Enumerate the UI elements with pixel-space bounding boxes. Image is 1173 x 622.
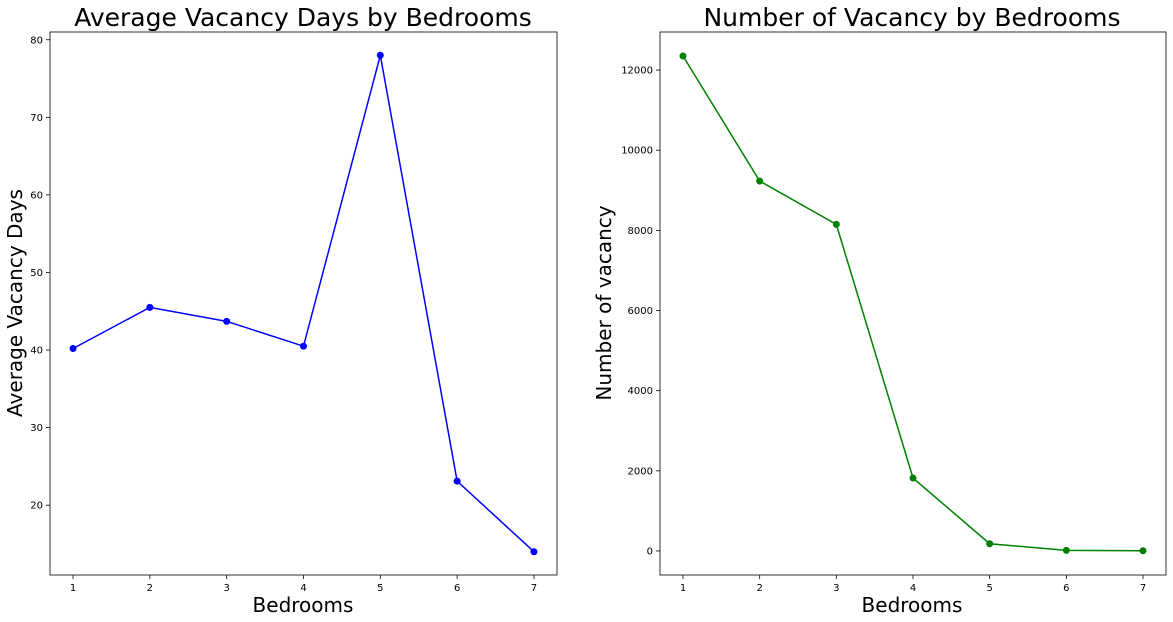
data-point	[300, 342, 307, 350]
x-tick-label: 1	[680, 583, 686, 594]
y-tick-label: 2000	[628, 466, 653, 477]
chart-title: Number of Vacancy by Bedrooms	[703, 3, 1120, 32]
data-point	[1139, 547, 1147, 555]
x-tick-label: 6	[454, 583, 460, 594]
y-axis-label: Average Vacancy Days	[3, 189, 27, 417]
vacancy-count-chart: Number of Vacancy by Bedrooms Bedrooms N…	[592, 3, 1167, 617]
y-tick-label: 60	[30, 190, 43, 201]
y-tick-label: 30	[30, 423, 43, 434]
x-axis-label: Bedrooms	[253, 593, 354, 617]
x-tick-label: 5	[986, 583, 992, 594]
data-point	[909, 474, 917, 482]
vacancy-days-chart: Average Vacancy Days by Bedrooms Bedroom…	[3, 3, 558, 617]
x-tick-label: 5	[377, 583, 383, 594]
y-tick-label: 50	[30, 268, 43, 279]
x-tick-label: 6	[1063, 583, 1069, 594]
y-tick-label: 12000	[621, 66, 653, 77]
x-tick-label: 3	[223, 583, 229, 594]
x-tick-label: 7	[531, 583, 537, 594]
x-tick-label: 4	[910, 583, 916, 594]
x-tick-label: 7	[1140, 583, 1146, 594]
data-point	[69, 344, 77, 352]
y-tick-label: 20	[30, 501, 43, 512]
y-tick-label: 6000	[628, 306, 653, 317]
data-point	[679, 52, 687, 60]
data-point	[146, 303, 154, 311]
data-point	[530, 548, 538, 556]
x-tick-label: 2	[756, 583, 762, 594]
y-tick-label: 80	[30, 35, 43, 46]
x-tick-label: 4	[300, 583, 306, 594]
y-axis-label: Number of vacancy	[592, 205, 616, 400]
data-point	[223, 317, 231, 325]
x-tick-label: 3	[833, 583, 839, 594]
data-point	[756, 177, 764, 185]
y-tick-label: 0	[647, 546, 653, 557]
data-point	[1062, 546, 1070, 554]
chart-title: Average Vacancy Days by Bedrooms	[74, 3, 532, 32]
data-point	[376, 51, 384, 59]
y-tick-label: 4000	[628, 386, 653, 397]
y-tick-label: 40	[30, 346, 43, 357]
y-tick-label: 10000	[621, 146, 653, 157]
y-tick-label: 8000	[628, 226, 653, 237]
x-axis-label: Bedrooms	[862, 593, 963, 617]
data-point	[986, 540, 994, 548]
y-tick-label: 70	[30, 113, 43, 124]
data-point	[453, 477, 461, 485]
x-tick-label: 1	[70, 583, 76, 594]
x-tick-label: 2	[147, 583, 153, 594]
data-point	[832, 220, 840, 228]
